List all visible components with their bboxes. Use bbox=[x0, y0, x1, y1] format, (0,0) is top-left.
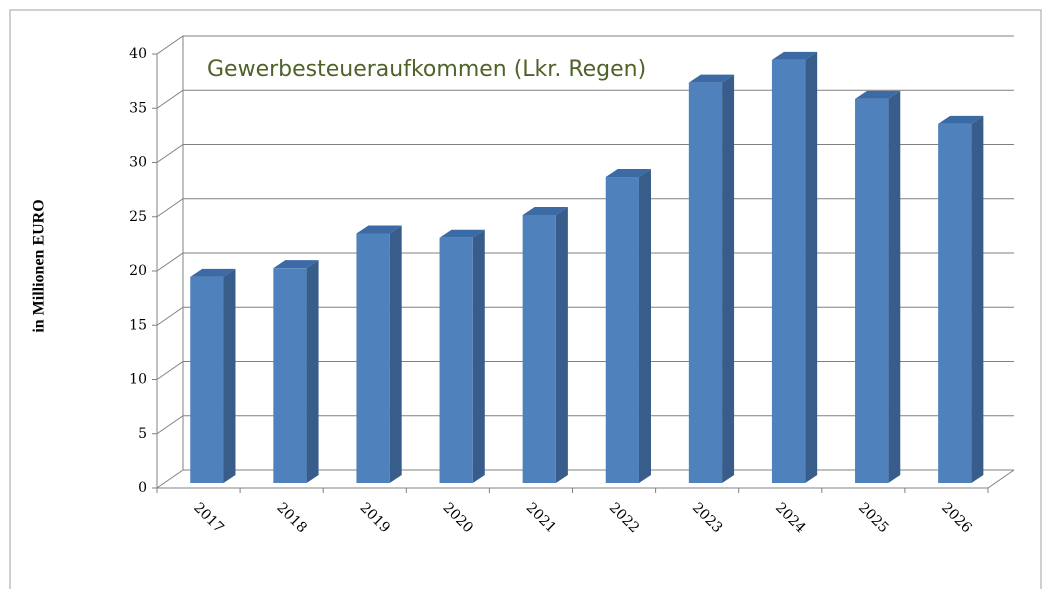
bar-top bbox=[938, 115, 984, 124]
x-tick-label: 2017 bbox=[190, 500, 227, 537]
grid-line bbox=[156, 361, 1014, 380]
bar-top bbox=[273, 260, 319, 269]
chart-title: Gewerbesteueraufkommen (Lkr. Regen) bbox=[207, 57, 646, 82]
bar-top bbox=[855, 90, 901, 99]
bar-top bbox=[356, 225, 402, 234]
bar-top bbox=[190, 268, 236, 277]
x-tick-label: 2026 bbox=[938, 500, 975, 537]
y-tick-label: 0 bbox=[138, 480, 147, 496]
y-tick-label: 30 bbox=[129, 155, 147, 171]
bar-side bbox=[638, 169, 651, 483]
x-tick-label: 2025 bbox=[855, 500, 892, 537]
bar-top bbox=[771, 51, 818, 60]
y-tick-label: 5 bbox=[138, 426, 147, 442]
grid-line bbox=[156, 35, 1014, 55]
bar bbox=[439, 237, 473, 483]
bar-side bbox=[722, 74, 735, 483]
bar-side bbox=[805, 51, 818, 483]
y-axis-label: in Millionen EURO bbox=[31, 199, 48, 332]
grid-line bbox=[156, 198, 1014, 218]
bar-side bbox=[389, 225, 402, 483]
bar bbox=[938, 123, 972, 484]
bar bbox=[273, 268, 307, 483]
bar bbox=[356, 233, 390, 483]
x-tick-label: 2022 bbox=[606, 500, 643, 537]
bar bbox=[855, 98, 889, 483]
bar-top bbox=[605, 169, 651, 178]
bar-side bbox=[223, 268, 236, 483]
x-tick-label: 2019 bbox=[356, 500, 393, 537]
bar-side bbox=[472, 229, 485, 483]
bar-side bbox=[971, 115, 984, 484]
frame bbox=[9, 9, 1042, 589]
grid-line bbox=[156, 415, 1014, 435]
x-tick-label: 2024 bbox=[772, 500, 809, 537]
bar bbox=[771, 59, 806, 483]
bar bbox=[522, 215, 556, 483]
y-tick-label: 20 bbox=[129, 263, 147, 279]
grid-line bbox=[156, 89, 1014, 109]
y-tick-label: 35 bbox=[129, 100, 147, 116]
bar-top bbox=[522, 207, 568, 216]
grid-line bbox=[156, 469, 1014, 489]
x-tick-label: 2020 bbox=[440, 500, 477, 537]
bar-side bbox=[888, 90, 901, 483]
bar bbox=[605, 177, 639, 483]
y-tick-label: 40 bbox=[129, 46, 147, 62]
bar-top bbox=[688, 74, 735, 83]
bar bbox=[190, 276, 224, 483]
y-tick-label: 15 bbox=[129, 317, 147, 333]
y-tick-label: 10 bbox=[129, 372, 147, 388]
bar-side bbox=[555, 207, 568, 483]
bar-top bbox=[439, 229, 485, 238]
x-tick-label: 2018 bbox=[273, 500, 310, 537]
x-tick-label: 2023 bbox=[689, 500, 726, 537]
y-tick-label: 25 bbox=[129, 209, 147, 225]
bar bbox=[688, 82, 723, 483]
grid-line bbox=[156, 306, 1014, 326]
grid-line bbox=[156, 144, 1014, 163]
x-tick-label: 2021 bbox=[523, 500, 560, 537]
grid-line bbox=[156, 252, 1014, 272]
bar-side bbox=[306, 260, 319, 483]
